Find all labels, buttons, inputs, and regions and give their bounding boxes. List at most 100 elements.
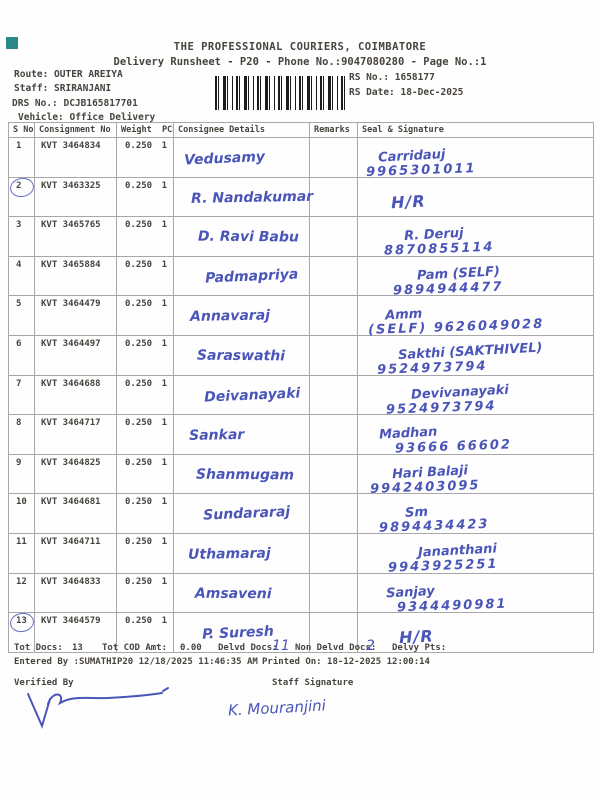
pcs-value: 1 [161, 378, 167, 389]
table-row: 7 KVT 3464688 0.250 1 Deivanayaki Devivanayak… [8, 375, 594, 417]
cell-seal-signature: Sm 9894434423 [358, 494, 594, 536]
cell-s-no: 1 [8, 138, 35, 177]
table-row: 1 KVT 3464834 0.250 1 Vedusamy Carridauj 99653… [8, 138, 594, 180]
row-number: 1 [16, 141, 22, 151]
handwritten-consignee-name: R. Nandakumar [190, 188, 314, 207]
handwritten-consignee-name: Padmapriya [204, 266, 299, 287]
tot-cod-label: Tot COD Amt: [102, 643, 168, 653]
cell-weight-pcs: 0.250 1 [117, 573, 174, 613]
staff-line: Staff: SRIRANJANI [14, 83, 112, 94]
cell-consignee-details: Sundararaj [174, 494, 310, 533]
cell-consignee-details: Amsaveni [174, 573, 310, 613]
cell-consignment-no: KVT 3464497 [35, 335, 117, 375]
tot-docs-label: Tot Docs: [14, 643, 63, 653]
delvd-docs-label: Delvd Docs: [218, 643, 278, 653]
handwritten-signature: H/R [390, 191, 427, 212]
cell-consignment-no: KVT 3464833 [35, 573, 117, 613]
printed-on-text: Printed On: 18-12-2025 12:00:14 [262, 657, 430, 667]
cell-seal-signature: Sakthi (SAKTHIVEL) 9524973794 [358, 335, 594, 378]
row-number: 9 [16, 457, 22, 468]
cell-weight-pcs: 0.250 1 [117, 533, 174, 573]
cell-s-no: 11 [8, 533, 35, 573]
cell-remarks [310, 177, 358, 217]
pcs-value: 1 [161, 180, 167, 191]
pcs-value: 1 [161, 457, 167, 468]
row-number: 13 [16, 616, 27, 627]
cell-consignment-no: KVT 3464479 [35, 296, 117, 335]
staff-signature-label: Staff Signature [272, 678, 354, 688]
cell-weight-pcs: 0.250 1 [117, 375, 174, 415]
delvy-pts-label: Delvy Pts: [392, 643, 447, 653]
cell-remarks [310, 454, 358, 494]
table-row: 2 KVT 3463325 0.250 1 R. Nandakumar H/R [8, 175, 594, 218]
weight-value: 0.250 [125, 457, 153, 468]
pcs-value: 1 [161, 338, 167, 349]
row-number: 10 [16, 497, 27, 508]
handwritten-consignee-name: Uthamaraj [187, 545, 271, 563]
cell-remarks [310, 613, 358, 652]
cell-seal-signature: Jananthani 9943925251 [358, 533, 594, 576]
cell-seal-signature: H/R [358, 613, 594, 652]
cell-seal-signature: H/R [358, 177, 594, 217]
weight-value: 0.250 [125, 497, 153, 508]
cell-consignment-no: KVT 3463325 [35, 177, 117, 217]
handwritten-consignee-name: Deivanayaki [203, 385, 301, 406]
cell-consignment-no: KVT 3464825 [35, 454, 117, 494]
cell-s-no: 5 [8, 296, 35, 335]
cell-remarks [310, 138, 358, 177]
rs-number: RS No.: 1658177 [349, 72, 435, 83]
cell-seal-signature: Sanjay 9344490981 [358, 573, 594, 615]
handwritten-consignee-name: Shanmugam [195, 466, 295, 484]
table-row: 12 KVT 3464833 0.250 1 Amsaveni Sanjay 9344490… [8, 573, 594, 615]
cell-consignment-no: KVT 3464711 [35, 533, 117, 573]
cell-weight-pcs: 0.250 1 [117, 138, 174, 177]
company-title: THE PROFESSIONAL COURIERS, COIMBATORE [173, 41, 427, 53]
row-number: 5 [16, 299, 22, 310]
table-row: 13 KVT 3464579 0.250 1 P. Suresh H/R [8, 611, 594, 653]
row-number: 8 [16, 418, 22, 429]
cell-seal-signature: Hari Balaji 9942403095 [358, 454, 594, 497]
cell-consignee-details: Padmapriya [174, 256, 310, 296]
weight-value: 0.250 [125, 299, 153, 310]
cell-weight-pcs: 0.250 1 [117, 296, 174, 335]
row-number: 4 [16, 259, 22, 270]
cell-weight-pcs: 0.250 1 [117, 454, 174, 494]
teal-corner-mark [6, 37, 18, 49]
cell-s-no: 3 [8, 217, 35, 256]
table-row: 5 KVT 3464479 0.250 1 Annavaraj Amm (SELF) 962… [8, 296, 594, 338]
cell-consignment-no: KVT 3464834 [35, 138, 117, 177]
cell-seal-signature: Devivanayaki 9524973794 [358, 375, 594, 417]
cell-weight-pcs: 0.250 1 [117, 415, 174, 454]
table-row: 9 KVT 3464825 0.250 1 Shanmugam Hari Balaji 99… [8, 454, 594, 497]
verified-by-label: Verified By [14, 678, 74, 688]
non-delvd-docs-label: Non Delvd Docs: [295, 643, 377, 653]
row-number: 7 [16, 378, 22, 389]
cell-s-no: 12 [8, 573, 35, 613]
cell-seal-signature: Madhan 93666 66602 [358, 415, 594, 457]
cell-s-no: 6 [8, 335, 35, 375]
cell-consignee-details: Saraswathi [174, 335, 310, 375]
cell-s-no: 9 [8, 454, 35, 494]
cell-remarks [310, 494, 358, 533]
consignment-table: S No Consignment No Weight PCS Consignee… [8, 122, 594, 653]
table-body: 1 KVT 3464834 0.250 1 Vedusamy Carridauj 99653… [8, 138, 594, 653]
cell-consignee-details: Uthamaraj [174, 533, 310, 573]
weight-value: 0.250 [125, 378, 153, 389]
handwritten-consignee-name: Vedusamy [183, 148, 266, 169]
cell-weight-pcs: 0.250 1 [117, 613, 174, 652]
pcs-value: 1 [161, 576, 167, 587]
cell-seal-signature: R. Deruj 8870855114 [358, 217, 594, 259]
header-s-no: S No [8, 123, 35, 137]
weight-value: 0.250 [125, 616, 153, 627]
weight-value: 0.250 [125, 536, 153, 547]
cell-consignee-details: Vedusamy [174, 138, 310, 177]
cell-seal-signature: Amm (SELF) 9626049028 [358, 296, 594, 338]
cell-s-no: 7 [8, 375, 35, 415]
pcs-value: 1 [161, 536, 167, 547]
cell-s-no: 10 [8, 494, 35, 533]
cell-remarks [310, 256, 358, 296]
row-number: 6 [16, 338, 22, 349]
cell-remarks [310, 335, 358, 375]
weight-value: 0.250 [125, 418, 153, 429]
cell-weight-pcs: 0.250 1 [117, 494, 174, 533]
